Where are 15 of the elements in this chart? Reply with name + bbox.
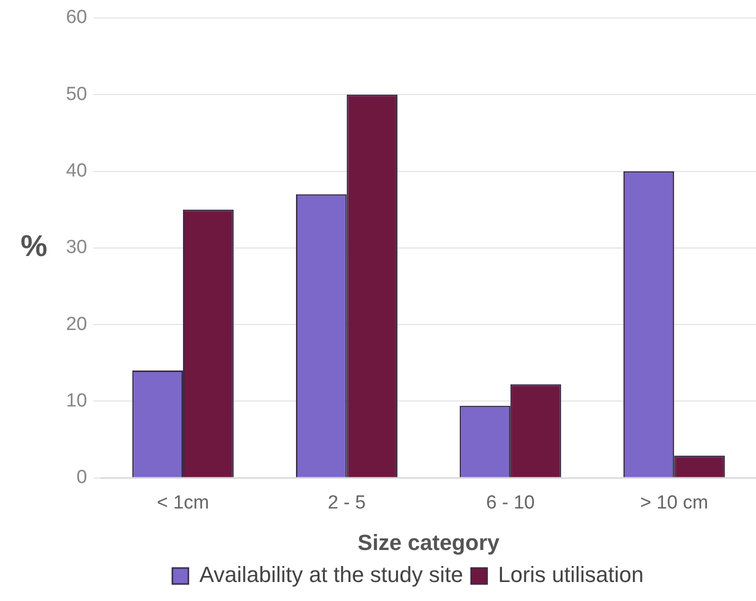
y-tick-label: 20 [66,314,88,335]
x-tick-label: < 1cm [156,492,210,514]
x-tick-label: 2 - 5 [328,492,366,514]
y-tick-label: 10 [66,390,88,412]
y-tick-label: 40 [66,160,88,182]
y-axis-title: % [20,230,48,264]
y-tick-label: 50 [66,84,88,105]
x-tick-label: > 10 cm [640,492,708,514]
x-axis-title: Size category [358,530,500,555]
legend-label: Availability at the study site [199,562,464,588]
y-tick-label: 30 [66,237,88,258]
legend-label: Loris utilisation [498,562,644,588]
y-tick-label: 0 [76,467,88,488]
y-tick-label: 60 [66,7,88,28]
x-tick-label: 6 - 10 [486,492,535,514]
